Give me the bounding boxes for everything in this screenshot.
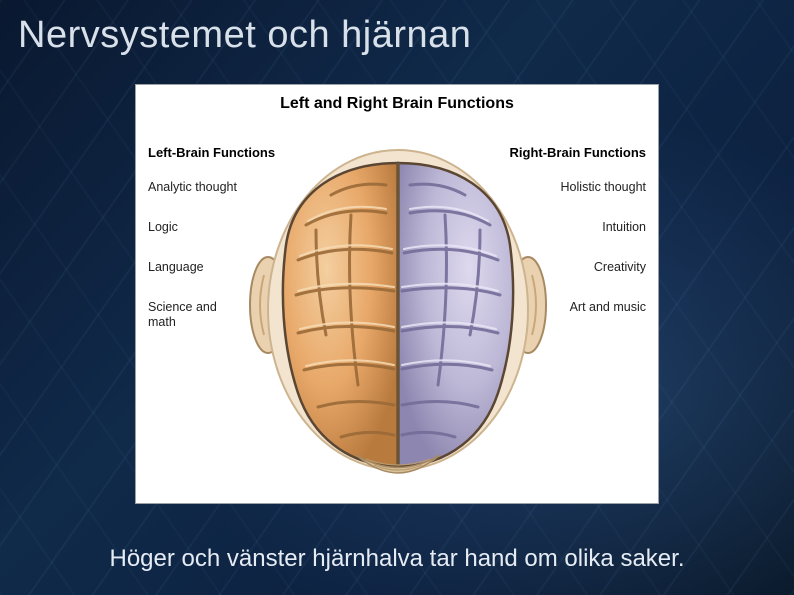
- diagram-title: Left and Right Brain Functions: [136, 95, 658, 113]
- left-item-3: Science and math: [148, 300, 238, 330]
- left-item-1: Logic: [148, 220, 238, 235]
- right-item-3: Art and music: [556, 300, 646, 315]
- left-item-2: Language: [148, 260, 238, 275]
- slide-title: Nervsystemet och hjärnan: [18, 14, 471, 57]
- left-item-0: Analytic thought: [148, 180, 238, 195]
- slide-caption: Höger och vänster hjärnhalva tar hand om…: [0, 545, 794, 573]
- brain-illustration: [246, 135, 550, 495]
- brain-diagram: Left and Right Brain Functions Left-Brai…: [135, 84, 659, 504]
- right-item-2: Creativity: [556, 260, 646, 275]
- right-item-1: Intuition: [556, 220, 646, 235]
- right-item-0: Holistic thought: [556, 180, 646, 195]
